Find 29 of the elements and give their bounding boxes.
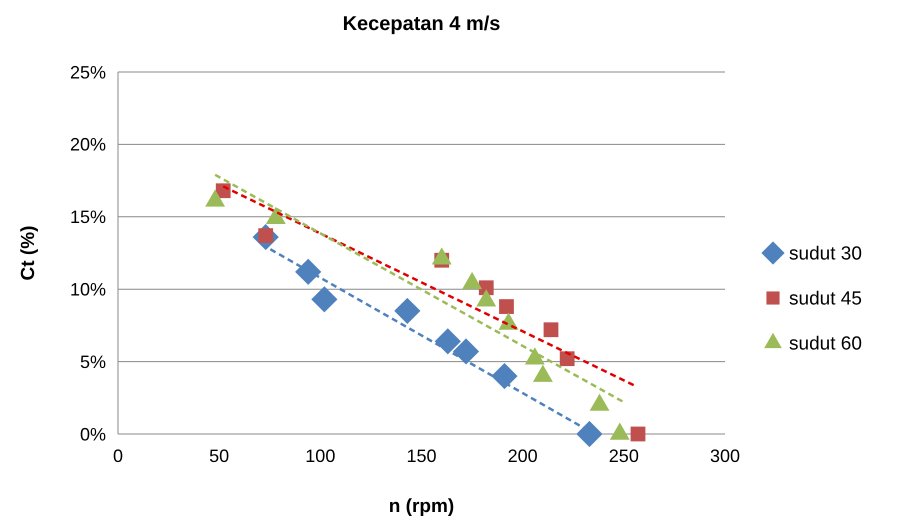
- point: [434, 328, 461, 354]
- x-axis-title: n (rpm): [388, 496, 454, 517]
- point: [311, 286, 338, 312]
- point: [452, 338, 480, 365]
- x-tick-label: 200: [508, 446, 538, 466]
- point: [295, 258, 322, 285]
- y-tick-label: 25%: [70, 62, 106, 82]
- x-tick-label: 250: [608, 446, 639, 466]
- x-tick-label: 100: [305, 446, 336, 466]
- x-tick-label: 0: [112, 446, 124, 466]
- y-tick-label: 5%: [80, 352, 106, 372]
- chart-title: Kecepatan 4 m/s: [342, 13, 500, 35]
- point: [394, 298, 420, 324]
- y-tick-label: 15%: [70, 207, 106, 228]
- x-tick-label: 300: [710, 446, 740, 466]
- x-tick-label: 50: [209, 446, 230, 466]
- point: [630, 426, 646, 442]
- legend-label: sudut 30: [789, 244, 862, 265]
- point: [499, 299, 514, 314]
- point: [544, 322, 558, 338]
- x-tick-label: 150: [406, 446, 437, 466]
- legend-label: sudut 60: [789, 334, 862, 355]
- legend-label: sudut 45: [789, 288, 862, 310]
- y-axis-title: Ct (%): [18, 226, 39, 280]
- point: [491, 362, 518, 390]
- y-tick-label: 20%: [70, 134, 106, 155]
- y-tick-label: 0%: [80, 424, 106, 444]
- y-tick-label: 10%: [70, 280, 106, 300]
- point: [576, 420, 603, 448]
